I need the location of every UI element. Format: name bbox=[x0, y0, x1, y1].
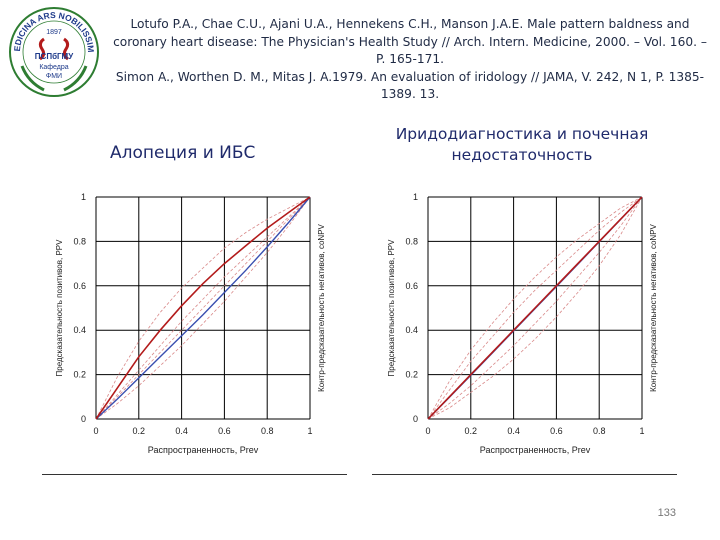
series-line-band-2 bbox=[427, 196, 643, 420]
x-tick-label: 0.4 bbox=[507, 426, 520, 436]
series-line-band-4 bbox=[427, 196, 643, 420]
x-tick-label: 0 bbox=[93, 426, 98, 436]
references-block: Lotufo P.A., Chae C.U., Ajani U.A., Henn… bbox=[112, 16, 708, 104]
seal-dept: Кафедра bbox=[39, 64, 68, 71]
series-line-band-3 bbox=[427, 196, 643, 420]
series-line-ppv bbox=[95, 196, 311, 420]
y-axis-label: Предсказательность позитивов, PPV bbox=[387, 239, 396, 377]
x-axis-label: Распространенность, Prev bbox=[148, 445, 259, 455]
y-tick-label: 0.6 bbox=[405, 281, 418, 291]
staff-icon bbox=[38, 37, 46, 61]
chart-title-alopecia: Алопеция и ИБС bbox=[110, 143, 256, 163]
x-tick-label: 0.8 bbox=[261, 426, 274, 436]
seal-graphic: MEDICINA ARS NOBILISSIMA 1897 ПСПбГМУ Ка… bbox=[4, 0, 99, 97]
x-tick-label: 0.4 bbox=[175, 426, 188, 436]
chart-iridology: 0 0.2 0.4 0.6 0.8 1 0 0.2 0.4 0.6 0.8 1 Распростране… bbox=[387, 192, 658, 455]
x-axis-label: Распространенность, Prev bbox=[480, 445, 591, 455]
series-line-conpv bbox=[95, 196, 311, 420]
x-tick-label: 1 bbox=[307, 426, 312, 436]
x-tick-label: 0.8 bbox=[593, 426, 606, 436]
x-tick-label: 0.2 bbox=[133, 426, 146, 436]
y-axis-label: Предсказательность позитивов, PPV bbox=[55, 239, 64, 377]
reference-1: Lotufo P.A., Chae C.U., Ajani U.A., Henn… bbox=[113, 17, 707, 66]
seal-year: 1897 bbox=[46, 29, 62, 36]
x-tick-label: 1 bbox=[639, 426, 644, 436]
y-tick-label: 0.6 bbox=[73, 281, 86, 291]
series-line-ppv-lower bbox=[95, 196, 311, 420]
y-tick-label: 0 bbox=[413, 414, 418, 424]
page-number: 133 bbox=[657, 507, 676, 519]
y-tick-label: 1 bbox=[81, 192, 86, 202]
x-tick-label: 0.6 bbox=[550, 426, 563, 436]
series-line-ppv-upper bbox=[95, 196, 311, 420]
laurel-right-icon bbox=[63, 65, 88, 92]
y-axis-label-right: Контр-предсказательность негативов, coNP… bbox=[317, 223, 326, 391]
laurel-left-icon bbox=[20, 65, 45, 92]
reference-2: Simon A., Worthen D. M., Mitas J. A.1979… bbox=[115, 69, 705, 102]
seal-org: ПСПбГМУ bbox=[35, 52, 74, 61]
chart-title-iridology: Иридодиагностика и почечная недостаточно… bbox=[395, 125, 649, 164]
seal-dept2: ФМИ bbox=[46, 73, 62, 80]
series-line-band-1 bbox=[427, 196, 643, 420]
footer-divider-left bbox=[42, 474, 347, 475]
series-line-conpv-upper bbox=[95, 196, 311, 420]
series-line-conpv-lower bbox=[95, 196, 311, 420]
y-tick-label: 0.4 bbox=[73, 325, 86, 335]
y-tick-label: 1 bbox=[413, 192, 418, 202]
snake-icon bbox=[62, 37, 70, 61]
x-tick-label: 0.6 bbox=[218, 426, 231, 436]
y-tick-label: 0.4 bbox=[405, 325, 418, 335]
footer-divider-right bbox=[372, 474, 677, 475]
series-line-ppv bbox=[427, 196, 643, 420]
y-tick-label: 0.8 bbox=[73, 236, 86, 246]
university-seal-logo: MEDICINA ARS NOBILISSIMA 1897 ПСПбГМУ Ка… bbox=[4, 0, 100, 98]
chart-alopecia: 0 0.2 0.4 0.6 0.8 1 0 0.2 0.4 0.6 0.8 1 Распростране… bbox=[55, 192, 326, 455]
y-tick-label: 0 bbox=[81, 414, 86, 424]
y-axis-label-right: Контр-предсказательность негативов, coNP… bbox=[649, 223, 658, 391]
y-tick-label: 0.2 bbox=[73, 370, 86, 380]
x-tick-label: 0.2 bbox=[465, 426, 478, 436]
x-tick-label: 0 bbox=[425, 426, 430, 436]
y-tick-label: 0.8 bbox=[405, 236, 418, 246]
y-tick-label: 0.2 bbox=[405, 370, 418, 380]
